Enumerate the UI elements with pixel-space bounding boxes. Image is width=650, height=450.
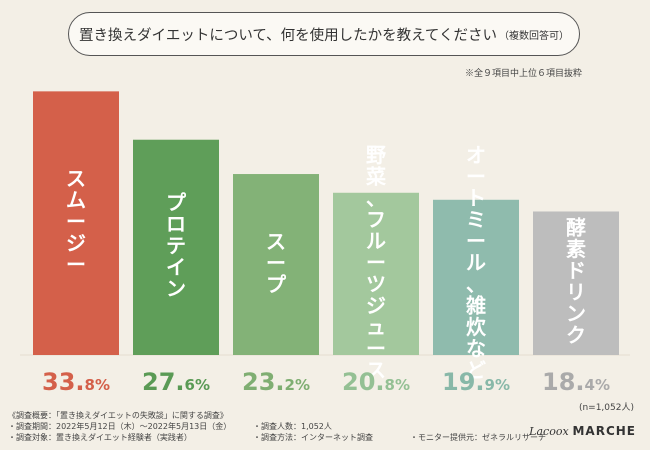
- logo-script: Lacoox: [529, 425, 569, 438]
- category-label: スムージー: [66, 166, 86, 276]
- bar: [233, 174, 319, 355]
- value-label: 19.9%: [442, 368, 510, 396]
- bar: [33, 91, 119, 356]
- survey-subjects: ・調査対象：置き換えダイエット経験者（実践者）: [8, 433, 192, 442]
- survey-method: ・調査方法：インターネット調査: [253, 433, 373, 442]
- survey-period: ・調査期間：2022年5月12日（木）～2022年5月13日（金）: [8, 422, 232, 431]
- chart-title: 置き換えダイエットについて、何を使用したかを教えてください （複数回答可）: [68, 12, 580, 56]
- title-text: 置き換えダイエットについて、何を使用したかを教えてください: [78, 27, 498, 44]
- value-label: 27.6%: [142, 368, 210, 396]
- bar: [133, 139, 219, 355]
- value-label: 18.4%: [542, 368, 610, 396]
- sample-size: (n=1,052人): [578, 403, 634, 413]
- value-label: 20.8%: [342, 368, 410, 396]
- value-label: 23.2%: [242, 368, 310, 396]
- survey-overview: 《調査概要：「置き換えダイエットの失敗談」に関する調査》: [8, 411, 228, 420]
- selection-note: ※全９項目中上位６項目抜粋: [464, 69, 582, 79]
- logo-brand: MARCHE: [572, 424, 636, 438]
- category-label: プロテイン: [166, 191, 187, 301]
- category-label: 野菜、フルーツジュース: [365, 143, 386, 382]
- survey-provider: ・モニター提供元：ゼネラルリサーチ: [410, 433, 546, 442]
- bar: [433, 199, 519, 355]
- category-label: オートミール、雑炊など: [465, 143, 487, 382]
- category-label: スープ: [266, 229, 287, 296]
- title-suffix: （複数回答可）: [499, 30, 570, 42]
- category-label: 酵素ドリンク: [566, 216, 586, 347]
- brand-logo: Lacoox MARCHE: [529, 424, 636, 438]
- bar: [333, 192, 419, 355]
- value-label: 33.8%: [42, 368, 110, 396]
- survey-count: ・調査人数：1,052人: [253, 422, 332, 431]
- bar: [533, 211, 619, 355]
